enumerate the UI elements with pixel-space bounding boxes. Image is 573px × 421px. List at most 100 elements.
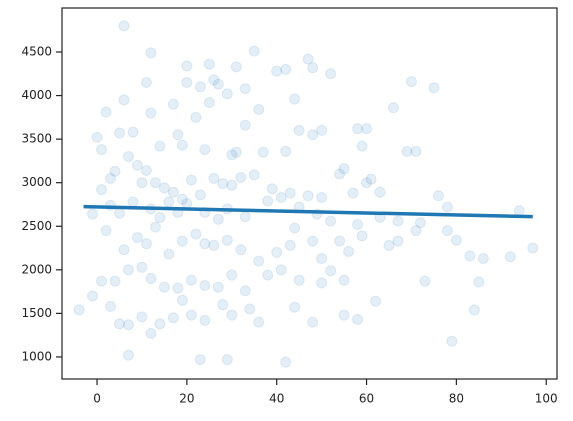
scatter-point bbox=[352, 313, 364, 325]
scatter-point bbox=[334, 235, 346, 247]
scatter-point bbox=[253, 104, 265, 116]
scatter-point bbox=[172, 129, 184, 141]
scatter-point bbox=[504, 251, 516, 263]
scatter-point bbox=[131, 159, 143, 171]
scatter-point bbox=[387, 102, 399, 114]
scatter-point bbox=[361, 123, 373, 135]
scatter-point bbox=[302, 190, 314, 202]
y-tick-label: 4000 bbox=[21, 88, 52, 102]
scatter-point bbox=[473, 276, 485, 288]
scatter-point bbox=[163, 196, 175, 208]
scatter-point bbox=[450, 234, 462, 246]
scatter-point bbox=[226, 309, 238, 321]
scatter-point bbox=[140, 238, 152, 250]
scatter-point bbox=[370, 295, 382, 307]
scatter-point bbox=[316, 277, 328, 289]
scatter-point bbox=[208, 239, 220, 251]
scatter-point bbox=[212, 78, 224, 90]
scatter-point bbox=[136, 261, 148, 273]
scatter-point bbox=[307, 129, 319, 141]
scatter-point bbox=[109, 275, 121, 287]
scatter-point bbox=[280, 63, 292, 75]
scatter-point bbox=[73, 304, 85, 316]
fit-line bbox=[83, 204, 533, 219]
scatter-point bbox=[91, 131, 103, 143]
scatter-point bbox=[158, 182, 170, 194]
scatter-point bbox=[122, 151, 134, 163]
plot-frame bbox=[61, 7, 558, 380]
scatter-point bbox=[464, 250, 476, 262]
scatter-point bbox=[374, 186, 386, 198]
scatter-point bbox=[113, 318, 125, 330]
scatter-point bbox=[199, 280, 211, 292]
scatter-point bbox=[185, 309, 197, 321]
scatter-point bbox=[401, 145, 413, 157]
scatter-point bbox=[221, 354, 233, 366]
scatter-point bbox=[289, 301, 301, 313]
scatter-point bbox=[302, 53, 314, 65]
scatter-point bbox=[145, 107, 157, 119]
scatter-point bbox=[275, 264, 287, 276]
scatter-point bbox=[100, 225, 112, 237]
scatter-point bbox=[176, 139, 188, 151]
scatter-point bbox=[87, 208, 99, 220]
scatter-point bbox=[96, 144, 108, 156]
scatter-point bbox=[257, 146, 269, 158]
scatter-point bbox=[221, 88, 233, 100]
scatter-point bbox=[307, 235, 319, 247]
scatter-point bbox=[253, 255, 265, 267]
scatter-point bbox=[145, 273, 157, 285]
scatter-point bbox=[212, 281, 224, 293]
scatter-point bbox=[217, 178, 229, 190]
scatter-point bbox=[122, 264, 134, 276]
scatter-point bbox=[208, 74, 220, 86]
y-tick-label: 4500 bbox=[21, 45, 52, 59]
scatter-point bbox=[230, 61, 242, 73]
x-tick-label: 80 bbox=[449, 392, 464, 406]
scatter-point bbox=[154, 212, 166, 224]
x-tick-label: 20 bbox=[179, 392, 194, 406]
x-tick-label: 40 bbox=[269, 392, 284, 406]
scatter-point bbox=[203, 58, 215, 70]
scatter-point bbox=[239, 211, 251, 223]
scatter-point bbox=[441, 225, 453, 237]
scatter-point bbox=[217, 299, 229, 311]
scatter-point bbox=[118, 20, 130, 32]
scatter-point bbox=[307, 62, 319, 74]
scatter-point bbox=[203, 97, 215, 109]
y-tick-label: 2000 bbox=[21, 262, 52, 276]
scatter-point bbox=[199, 314, 211, 326]
scatter-point bbox=[181, 198, 193, 210]
scatter-point bbox=[109, 165, 121, 177]
scatter-point bbox=[275, 192, 287, 204]
scatter-point bbox=[100, 106, 112, 118]
x-tick-label: 0 bbox=[93, 392, 101, 406]
scatter-point bbox=[414, 217, 426, 229]
scatter-point bbox=[176, 193, 188, 205]
scatter-point bbox=[118, 94, 130, 106]
scatter-point bbox=[352, 123, 364, 135]
scatter-point bbox=[325, 68, 337, 80]
scatter-point bbox=[105, 172, 117, 184]
scatter-point bbox=[280, 145, 292, 157]
scatter-point bbox=[96, 275, 108, 287]
scatter-point bbox=[244, 303, 256, 315]
scatter-point bbox=[194, 189, 206, 201]
scatter-point bbox=[392, 235, 404, 247]
scatter-point bbox=[392, 215, 404, 227]
scatter-point bbox=[253, 316, 265, 328]
scatter-point bbox=[199, 238, 211, 250]
scatter-point bbox=[441, 201, 453, 213]
scatter-point bbox=[289, 222, 301, 234]
scatter-point bbox=[226, 149, 238, 161]
scatter-point bbox=[266, 183, 278, 195]
scatter-point bbox=[419, 275, 431, 287]
scatter-point bbox=[284, 187, 296, 199]
scatter-point bbox=[105, 300, 117, 312]
scatter-point bbox=[136, 311, 148, 323]
scatter-point bbox=[239, 285, 251, 297]
scatter-point bbox=[316, 192, 328, 204]
scatter-point bbox=[356, 230, 368, 242]
scatter-point bbox=[172, 282, 184, 294]
